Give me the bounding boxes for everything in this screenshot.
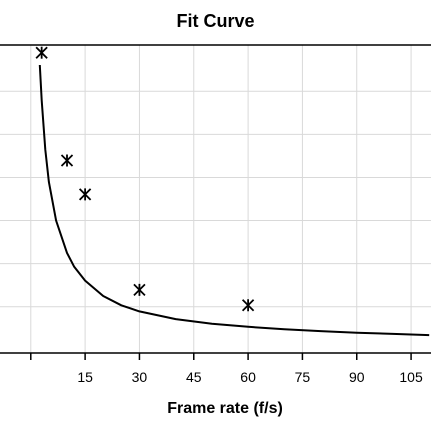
data-point bbox=[241, 299, 255, 312]
x-tick-label: 75 bbox=[295, 369, 311, 385]
x-tick-label: 45 bbox=[186, 369, 202, 385]
x-axis-label: Frame rate (f/s) bbox=[167, 400, 283, 417]
data-point bbox=[78, 188, 92, 201]
data-point bbox=[60, 154, 74, 167]
data-point bbox=[35, 46, 48, 59]
x-tick-label: 30 bbox=[132, 369, 148, 385]
x-ticks: 15 30 45 60 75 90 105 bbox=[30, 353, 423, 385]
x-tick-label: 90 bbox=[349, 369, 365, 385]
fit-curve-layer bbox=[38, 64, 430, 337]
data-points-layer bbox=[35, 46, 255, 312]
axes bbox=[0, 44, 431, 354]
chart-title: Fit Curve bbox=[176, 11, 255, 31]
x-tick-label: 105 bbox=[399, 369, 423, 385]
x-tick-label: 60 bbox=[240, 369, 256, 385]
fit-curve bbox=[38, 64, 430, 337]
x-tick-label: 15 bbox=[77, 369, 93, 385]
grid-lines bbox=[0, 45, 431, 353]
data-point bbox=[133, 283, 146, 296]
